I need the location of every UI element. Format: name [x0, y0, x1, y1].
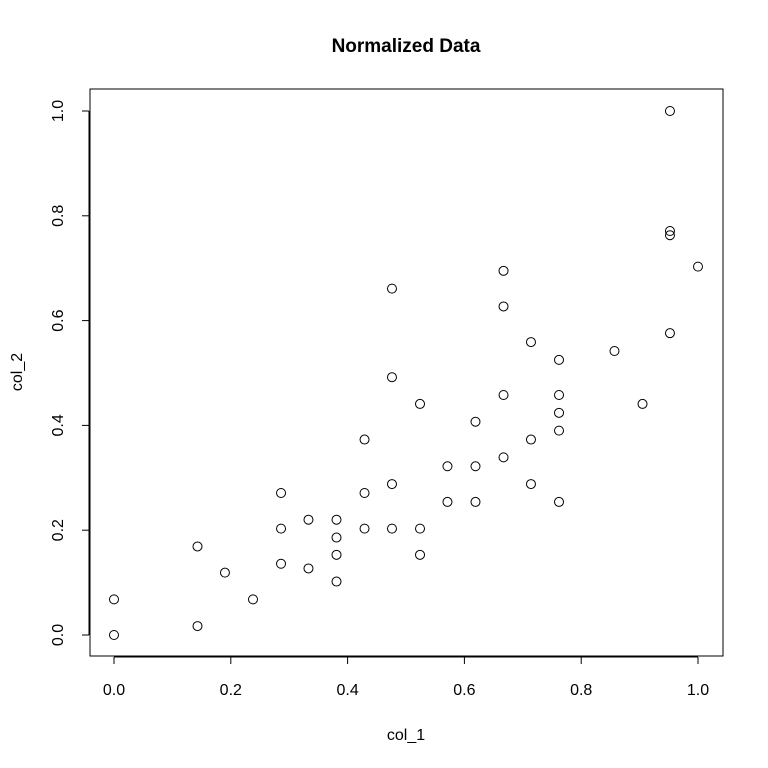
data-point	[276, 523, 287, 534]
data-point	[415, 523, 426, 534]
data-point	[219, 567, 230, 578]
data-point	[415, 549, 426, 560]
data-point	[554, 390, 565, 401]
x-tick-label: 0.8	[570, 682, 592, 699]
data-point	[554, 407, 565, 418]
data-point	[609, 345, 620, 356]
data-point	[525, 479, 536, 490]
data-point	[415, 398, 426, 409]
data-point	[664, 230, 675, 241]
data-point	[498, 390, 509, 401]
data-point	[525, 337, 536, 348]
data-point	[386, 479, 397, 490]
plot-area	[89, 88, 724, 657]
x-tick-label: 1.0	[687, 682, 709, 699]
data-point	[664, 328, 675, 339]
data-point	[470, 461, 481, 472]
data-point	[331, 549, 342, 560]
data-point	[637, 398, 648, 409]
y-tick-label: 1.0	[50, 100, 67, 122]
data-point	[554, 354, 565, 365]
y-axis-label: col_2	[9, 353, 26, 391]
data-point	[525, 434, 536, 445]
data-point	[303, 563, 314, 574]
data-point	[109, 594, 119, 605]
y-tick-label: 0.0	[50, 624, 67, 646]
y-tick-label: 0.6	[50, 309, 67, 331]
x-tick-label: 0.2	[220, 682, 242, 699]
x-axis: 0.0 0.2 0.4 0.6 0.8 1.0	[103, 656, 709, 699]
data-point	[554, 425, 565, 436]
x-tick-label: 0.4	[336, 682, 358, 699]
y-tick-label: 0.4	[50, 414, 67, 436]
data-point	[109, 630, 119, 640]
data-point	[554, 496, 565, 507]
data-points	[109, 106, 703, 640]
data-point	[498, 265, 509, 276]
data-point	[276, 558, 287, 569]
data-point	[359, 434, 370, 445]
data-point	[470, 416, 481, 427]
y-tick-label: 0.2	[50, 519, 67, 541]
data-point	[303, 514, 314, 525]
y-tick-label: 0.8	[50, 205, 67, 227]
data-point	[442, 461, 453, 472]
data-point	[386, 372, 397, 383]
data-point	[498, 301, 509, 312]
x-axis-label: col_1	[387, 727, 425, 744]
data-point	[386, 283, 397, 294]
x-tick-label: 0.6	[453, 682, 475, 699]
data-point	[442, 496, 453, 507]
data-point	[470, 496, 481, 507]
data-point	[664, 106, 675, 116]
data-point	[359, 523, 370, 534]
data-point	[276, 487, 287, 498]
data-point	[386, 523, 397, 534]
data-point	[498, 452, 509, 463]
data-point	[192, 541, 203, 552]
x-tick-label: 0.0	[103, 682, 125, 699]
data-point	[693, 261, 703, 272]
data-point	[247, 594, 258, 605]
data-point	[359, 487, 370, 498]
chart-title: Normalized Data	[332, 36, 481, 57]
data-point	[664, 225, 675, 236]
data-point	[331, 576, 342, 587]
data-point	[331, 514, 342, 525]
y-axis: 0.0 0.2 0.4 0.6 0.8 1.0	[50, 100, 90, 646]
data-point	[192, 621, 203, 632]
data-point	[331, 532, 342, 543]
